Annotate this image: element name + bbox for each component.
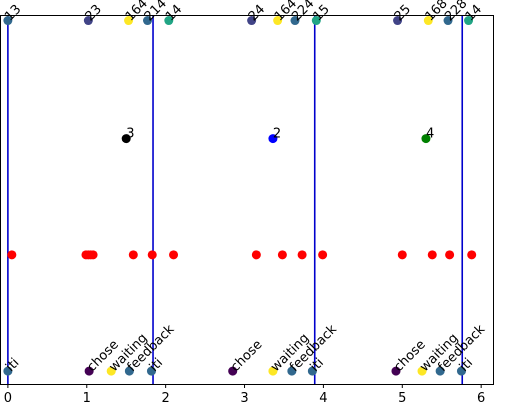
red-point [128,250,138,260]
axes-frame [0,15,494,385]
x-axis: 0 1 2 3 4 5 6 [4,384,485,406]
red-point [318,250,328,260]
bottom-marker [146,366,156,376]
x-tick-label: 1 [83,391,91,406]
bottom-marker [3,366,13,376]
red-point [88,250,98,260]
bottom-marker-label: chose [228,337,266,375]
red-point [7,250,17,260]
top-marker [311,16,321,26]
red-point [251,250,261,260]
x-tick-label: 0 [4,391,12,406]
bottom-marker [124,366,134,376]
red-point [277,250,287,260]
red-point [467,250,477,260]
red-point [147,250,157,260]
x-tick-label: 5 [398,391,406,406]
x-tick-label: 2 [162,391,170,406]
top-marker [393,16,403,26]
bottom-marker [287,366,297,376]
bottom-marker [268,366,278,376]
middle-marker-label: 3 [126,127,134,142]
red-point [297,250,307,260]
bottom-marker [456,366,466,376]
top-marker [83,16,93,26]
red-point [427,250,437,260]
bottom-marker [84,366,94,376]
bottom-marker [228,366,238,376]
x-tick-label: 6 [477,391,485,406]
top-marker [290,16,300,26]
middle-marker [421,134,431,144]
red-point [445,250,455,260]
x-tick-label: 4 [319,391,327,406]
top-marker [464,16,474,26]
middle-marker [268,134,278,144]
middle-marker [121,134,131,144]
top-marker [143,16,153,26]
top-marker [3,16,13,26]
bottom-marker [417,366,427,376]
top-marker [423,16,433,26]
bottom-marker [106,366,116,376]
top-marker [164,16,174,26]
bottom-marker [307,366,317,376]
top-marker [247,16,257,26]
top-marker [124,16,134,26]
bottom-marker [391,366,401,376]
x-tick-label: 3 [240,391,248,406]
bottom-marker [435,366,445,376]
middle-marker-label: 4 [426,127,434,142]
red-point [169,250,179,260]
red-point [397,250,407,260]
top-marker [273,16,283,26]
middle-marker-label: 2 [273,127,281,142]
top-marker [443,16,453,26]
